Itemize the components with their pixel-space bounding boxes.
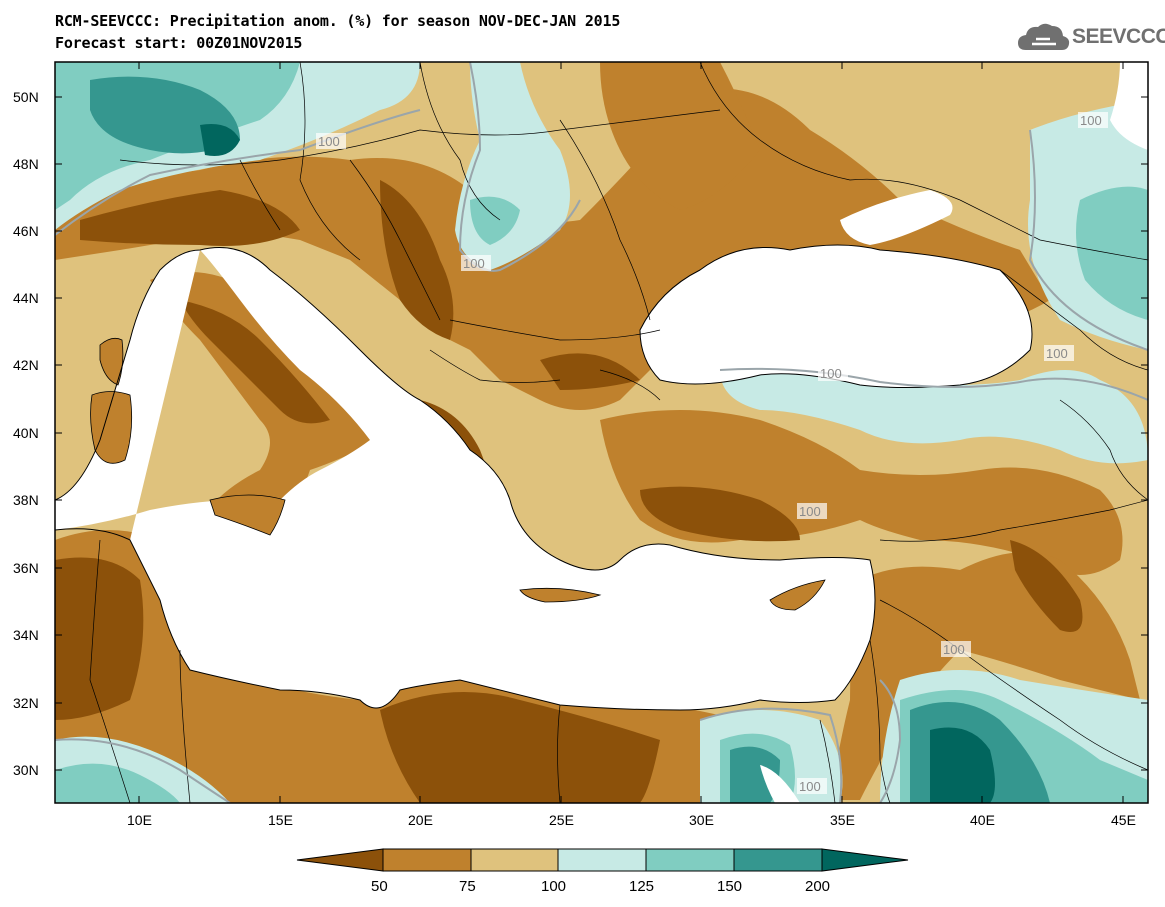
colorbar-label: 200 [805, 878, 830, 895]
lon-label: 45E [1111, 812, 1136, 828]
lon-label: 15E [268, 812, 293, 828]
map-title: RCM-SEEVCCC: Precipitation anom. (%) for… [55, 12, 621, 30]
field-deep-brown-anatolia [640, 486, 800, 542]
lon-label: 35E [830, 812, 855, 828]
field-deepest-teal-nw [200, 124, 240, 156]
sea-azov [840, 190, 953, 245]
lat-label: 42N [13, 357, 39, 373]
sea-red-sea [760, 765, 800, 803]
lat-label: 40N [13, 425, 39, 441]
colorbar-segment-150-200 [733, 848, 823, 872]
lat-label: 38N [13, 492, 39, 508]
field-deep-brown-africa-west [55, 557, 144, 720]
island-sicily [209, 494, 286, 536]
field-deep-brown-italy [180, 300, 330, 424]
field-deep-brown-balkan [380, 180, 454, 340]
field-deepest-teal-arabia [930, 727, 995, 803]
contour-label: 100 [799, 504, 821, 519]
sea-black-sea [640, 245, 1032, 388]
field-deep-brown-ne-turkey [1010, 540, 1083, 632]
field-brown-central [55, 88, 1050, 410]
contour-label: 100 [1080, 113, 1102, 128]
lat-label: 34N [13, 627, 39, 643]
coastline-black-sea [639, 244, 1033, 388]
field-dark-teal-sinai [730, 746, 780, 803]
lat-label: 30N [13, 762, 39, 778]
sea-mediterranean [55, 247, 875, 710]
anomaly-field [55, 62, 1148, 803]
lat-label: 48N [13, 156, 39, 172]
contour-label: 100 [318, 134, 340, 149]
contour-label: 100 [463, 256, 485, 271]
lat-label: 44N [13, 290, 39, 306]
lon-label: 30E [689, 812, 714, 828]
contour-label: 100 [820, 366, 842, 381]
logo-text: SEEVCCC [1072, 25, 1165, 48]
lon-label: 10E [127, 812, 152, 828]
contour-100-lines [55, 62, 1148, 803]
contour-label: 100 [799, 779, 821, 794]
lat-label: 32N [13, 695, 39, 711]
lon-label: 20E [408, 812, 433, 828]
longitude-axis: 10E 15E 20E 25E 30E 35E 40E 45E [127, 62, 1136, 828]
contour-label: 100 [943, 642, 965, 657]
lat-label: 36N [13, 560, 39, 576]
field-deep-brown-africa-east [380, 692, 660, 803]
contour-labels: 100 100 100 100 100 100 100 100 [316, 112, 1108, 794]
lat-label: 46N [13, 223, 39, 239]
colorbar-segment-75-100 [470, 848, 559, 872]
field-deep-brown-danube [540, 353, 640, 390]
lat-label: 50N [13, 89, 39, 105]
colorbar-segment-lt50 [296, 848, 384, 872]
lon-label: 40E [970, 812, 995, 828]
cloud-logo-icon [1018, 23, 1070, 50]
country-borders [89, 62, 1148, 803]
colorbar-segment-125-150 [645, 848, 735, 872]
colorbar-label: 100 [541, 878, 566, 895]
field-teal-africa [55, 763, 180, 803]
field-deep-brown-alps [80, 190, 300, 246]
field-pale-teal-blacksea-south [720, 366, 1148, 464]
sea-caspian [1110, 62, 1148, 150]
contour-label: 100 [1046, 346, 1068, 361]
colorbar-segment-gt200 [821, 848, 909, 872]
colorbar-label: 50 [371, 878, 388, 895]
island-cyprus [769, 579, 826, 611]
island-crete [519, 587, 602, 603]
latitude-axis: 50N 48N 46N 44N 42N 40N 38N 36N 34N 32N … [13, 89, 1148, 778]
colorbar-label: 125 [629, 878, 654, 895]
coastline [55, 247, 876, 711]
colorbar-segment-50-75 [382, 848, 472, 872]
forecast-start: Forecast start: 00Z01NOV2015 [55, 34, 303, 52]
colorbar-label: 75 [459, 878, 476, 895]
colorbar: 50 75 100 125 150 200 [296, 848, 909, 895]
colorbar-segment-100-125 [557, 848, 647, 872]
island-sardinia [90, 391, 133, 464]
field-teal-carpathian [470, 196, 520, 245]
lon-label: 25E [549, 812, 574, 828]
colorbar-label: 150 [717, 878, 742, 895]
